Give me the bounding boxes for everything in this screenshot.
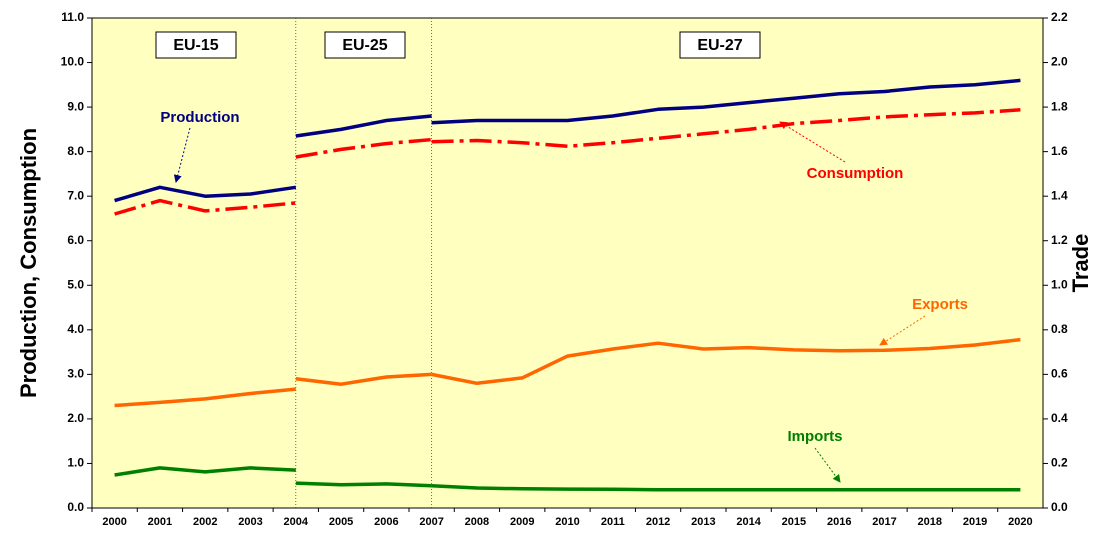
label-arrow [814,447,841,483]
y-tick-label: 7.0 [67,188,84,202]
era-box [679,31,761,59]
x-tick-label: 2001 [148,516,172,528]
series-line [114,387,296,408]
era-label: EU-25 [342,37,387,54]
y-tick-label: 5.0 [67,277,84,291]
y2-axis-title: Trade [1068,234,1093,293]
y2-tick-label: 1.0 [1051,277,1068,291]
series-line [295,114,432,138]
x-tick-label: 2007 [419,516,443,528]
x-tick-label: 2009 [510,516,534,528]
series-label: Exports [912,296,968,313]
series-line [431,337,1021,386]
x-tick-label: 2019 [963,516,987,528]
era-box [324,31,406,59]
x-tick-label: 2011 [601,516,625,528]
era-box [155,31,237,59]
era-label: EU-15 [173,37,218,54]
x-tick-label: 2010 [555,516,579,528]
series-label: Consumption [807,165,904,182]
series-line [295,372,432,386]
x-tick-label: 2005 [329,516,353,528]
x-tick-label: 2004 [284,516,309,528]
y2-tick-label: 0.4 [1051,411,1068,425]
y2-tick-label: 2.2 [1051,10,1068,24]
y-tick-label: 4.0 [67,322,84,336]
era-label: EU-27 [697,37,742,54]
y2-tick-label: 1.8 [1051,99,1068,113]
y2-tick-label: 1.4 [1051,188,1068,202]
y-tick-label: 2.0 [67,411,84,425]
y2-tick-label: 0.6 [1051,367,1068,381]
y-axis-title: Production, Consumption [16,128,41,398]
series-line [295,137,432,159]
series-label: Imports [787,428,842,445]
series-line [431,78,1021,125]
x-tick-label: 2018 [918,516,942,528]
x-tick-label: 2002 [193,516,217,528]
series-line [114,466,296,477]
y2-tick-label: 1.2 [1051,233,1068,247]
y2-tick-label: 1.6 [1051,144,1068,158]
label-arrow [779,121,846,163]
y2-tick-label: 2.0 [1051,55,1068,69]
x-tick-label: 2014 [736,516,761,528]
x-tick-label: 2012 [646,516,670,528]
y-tick-label: 10.0 [61,55,85,69]
y-tick-label: 0.0 [67,500,84,514]
series-line [295,481,432,488]
series-line [431,108,1021,149]
y-tick-label: 9.0 [67,99,84,113]
x-tick-label: 2008 [465,516,489,528]
y-tick-label: 8.0 [67,144,84,158]
x-tick-label: 2020 [1008,516,1032,528]
y-tick-label: 11.0 [61,10,84,24]
x-tick-label: 2000 [102,516,126,528]
y2-tick-label: 0.8 [1051,322,1068,336]
label-arrow [879,315,926,346]
x-tick-label: 2003 [238,516,262,528]
series-label: Production [160,109,239,126]
y2-tick-label: 0.2 [1051,456,1068,470]
y-tick-label: 6.0 [67,233,84,247]
y-tick-label: 1.0 [67,456,84,470]
x-tick-label: 2016 [827,516,851,528]
y-tick-label: 3.0 [67,367,84,381]
x-tick-label: 2006 [374,516,398,528]
x-tick-label: 2017 [872,516,896,528]
x-tick-label: 2013 [691,516,715,528]
y2-tick-label: 0.0 [1051,500,1068,514]
series-line [431,483,1021,492]
x-tick-label: 2015 [782,516,806,528]
series-line [114,198,296,216]
series-line [114,185,297,203]
plot-area [91,17,1044,509]
label-arrow [173,127,191,183]
